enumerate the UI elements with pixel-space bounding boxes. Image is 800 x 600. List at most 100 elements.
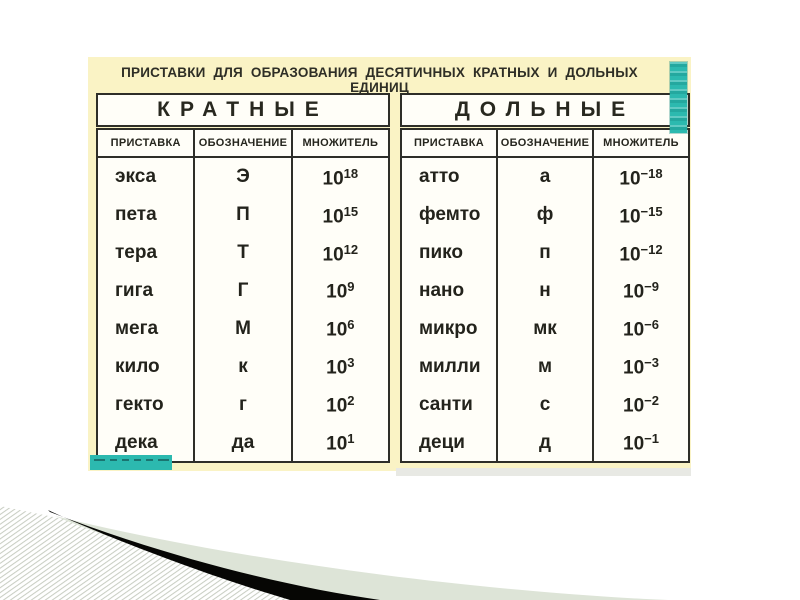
multiplier-cell: 1012 — [293, 242, 388, 264]
column-symbol: а ф п н мк м с д — [498, 158, 594, 461]
prefix-cell: пико — [419, 242, 464, 264]
multiplier-base: 10 — [623, 357, 645, 379]
multiplier-base: 10 — [619, 243, 641, 265]
symbol-cell: М — [235, 317, 251, 339]
multiplier-exponent: −2 — [644, 393, 659, 409]
multiplier-base: 10 — [326, 357, 348, 379]
prefix-cell: санти — [419, 393, 473, 415]
multiplier-exponent: 18 — [343, 165, 359, 181]
multiplier-base: 10 — [623, 433, 645, 455]
column-header-prefix: ПРИСТАВКА — [98, 130, 196, 156]
multiplier-exponent: −3 — [644, 355, 659, 371]
prefix-cell: деци — [419, 431, 465, 453]
multiplier-cell: 10−3 — [594, 355, 688, 377]
prefix-cell: тера — [115, 242, 158, 264]
multiplier-base: 10 — [326, 395, 348, 417]
section-header-submultiples: ДОЛЬНЫЕ — [400, 93, 690, 127]
multiplier-base: 10 — [326, 319, 348, 341]
watermark-teal-bar — [90, 455, 172, 470]
multiplier-cell: 1015 — [293, 204, 388, 226]
column-prefix: атто фемто пико нано микро милли санти д… — [402, 158, 498, 461]
poster-title: ПРИСТАВКИ ДЛЯ ОБРАЗОВАНИЯ ДЕСЯТИЧНЫХ КРА… — [121, 65, 638, 95]
table-submultiples-body: атто фемто пико нано микро милли санти д… — [402, 158, 688, 461]
symbol-cell: Г — [237, 280, 249, 302]
multiplier-exponent: −15 — [640, 203, 663, 219]
multiplier-base: 10 — [619, 205, 641, 227]
multiplier-cell: 101 — [293, 431, 388, 453]
table-multiples: ПРИСТАВКА ОБОЗНАЧЕНИЕ МНОЖИТЕЛЬ экса пет… — [96, 128, 390, 463]
section-header-multiples: КРАТНЫЕ — [96, 93, 390, 127]
multiplier-exponent: 9 — [347, 279, 355, 295]
column-header-prefix: ПРИСТАВКА — [402, 130, 498, 156]
multiplier-cell: 103 — [293, 355, 388, 377]
symbol-cell: к — [238, 355, 248, 377]
multiplier-base: 10 — [619, 168, 641, 190]
table-multiples-header-row: ПРИСТАВКА ОБОЗНАЧЕНИЕ МНОЖИТЕЛЬ — [98, 130, 388, 158]
multiplier-exponent: 1 — [347, 430, 355, 446]
symbol-cell: ф — [536, 204, 554, 226]
multiplier-exponent: −18 — [640, 165, 663, 181]
table-submultiples-header-row: ПРИСТАВКА ОБОЗНАЧЕНИЕ МНОЖИТЕЛЬ — [402, 130, 688, 158]
symbol-cell: мк — [533, 317, 557, 339]
multiplier-base: 10 — [322, 243, 344, 265]
multiplier-base: 10 — [322, 168, 344, 190]
prefix-cell: милли — [419, 355, 481, 377]
multiplier-exponent: 12 — [343, 241, 359, 257]
symbol-cell: д — [538, 431, 552, 453]
prefix-cell: нано — [419, 280, 465, 302]
multiplier-cell: 10−18 — [594, 166, 688, 188]
multiplier-cell: 10−15 — [594, 204, 688, 226]
column-multiplier: 10−18 10−15 10−12 10−9 10−6 10−3 10−2 10… — [594, 158, 688, 461]
multiplier-cell: 109 — [293, 279, 388, 301]
symbol-cell: с — [539, 393, 551, 415]
symbol-cell: г — [239, 393, 247, 415]
multiplier-exponent: −1 — [644, 430, 659, 446]
prefix-cell: гекто — [115, 393, 164, 415]
multiplier-exponent: 6 — [347, 317, 355, 333]
prefix-cell: атто — [419, 166, 460, 188]
multiplier-base: 10 — [322, 205, 344, 227]
symbol-cell: Т — [237, 242, 249, 264]
multiplier-exponent: −9 — [644, 279, 659, 295]
multiplier-cell: 1018 — [293, 166, 388, 188]
prefix-poster: ПРИСТАВКИ ДЛЯ ОБРАЗОВАНИЯ ДЕСЯТИЧНЫХ КРА… — [88, 57, 691, 471]
bottom-decoration — [0, 506, 668, 600]
prefix-cell: мега — [115, 317, 159, 339]
multiplier-base: 10 — [623, 319, 645, 341]
prefix-cell: экса — [115, 166, 157, 188]
column-header-multiplier: МНОЖИТЕЛЬ — [603, 137, 679, 149]
prefix-cell: микро — [419, 317, 478, 339]
poster-shadow — [396, 468, 691, 476]
symbol-cell: Э — [236, 166, 250, 188]
symbol-cell: а — [539, 166, 551, 188]
multiplier-cell: 10−12 — [594, 242, 688, 264]
table-submultiples: ПРИСТАВКА ОБОЗНАЧЕНИЕ МНОЖИТЕЛЬ атто фем… — [400, 128, 690, 463]
symbol-cell: п — [539, 242, 551, 264]
prefix-cell: дека — [115, 431, 158, 453]
prefix-cell: фемто — [419, 204, 481, 226]
symbol-cell: П — [236, 204, 250, 226]
column-prefix: экса пета тера гига мега кило гекто дека — [98, 158, 196, 461]
symbol-cell: н — [539, 280, 551, 302]
multiplier-base: 10 — [326, 281, 348, 303]
multiplier-base: 10 — [623, 395, 645, 417]
column-symbol: Э П Т Г М к г да — [195, 158, 293, 461]
prefix-cell: кило — [115, 355, 160, 377]
column-header-symbol: ОБОЗНАЧЕНИЕ — [498, 130, 594, 156]
symbol-cell: м — [537, 355, 553, 377]
column-header-symbol: ОБОЗНАЧЕНИЕ — [195, 130, 293, 156]
multiplier-exponent: 3 — [347, 355, 355, 371]
multiplier-base: 10 — [326, 433, 348, 455]
multiplier-cell: 10−2 — [594, 393, 688, 415]
symbol-cell: да — [231, 431, 255, 453]
multiplier-exponent: 2 — [347, 393, 355, 409]
column-multiplier: 1018 1015 1012 109 106 103 102 101 — [293, 158, 388, 461]
multiplier-cell: 10−9 — [594, 279, 688, 301]
table-multiples-body: экса пета тера гига мега кило гекто дека… — [98, 158, 388, 461]
column-header-multiplier: МНОЖИТЕЛЬ — [302, 137, 379, 149]
multiplier-cell: 106 — [293, 317, 388, 339]
multiplier-exponent: −12 — [640, 241, 663, 257]
multiplier-cell: 102 — [293, 393, 388, 415]
prefix-cell: пета — [115, 204, 157, 226]
